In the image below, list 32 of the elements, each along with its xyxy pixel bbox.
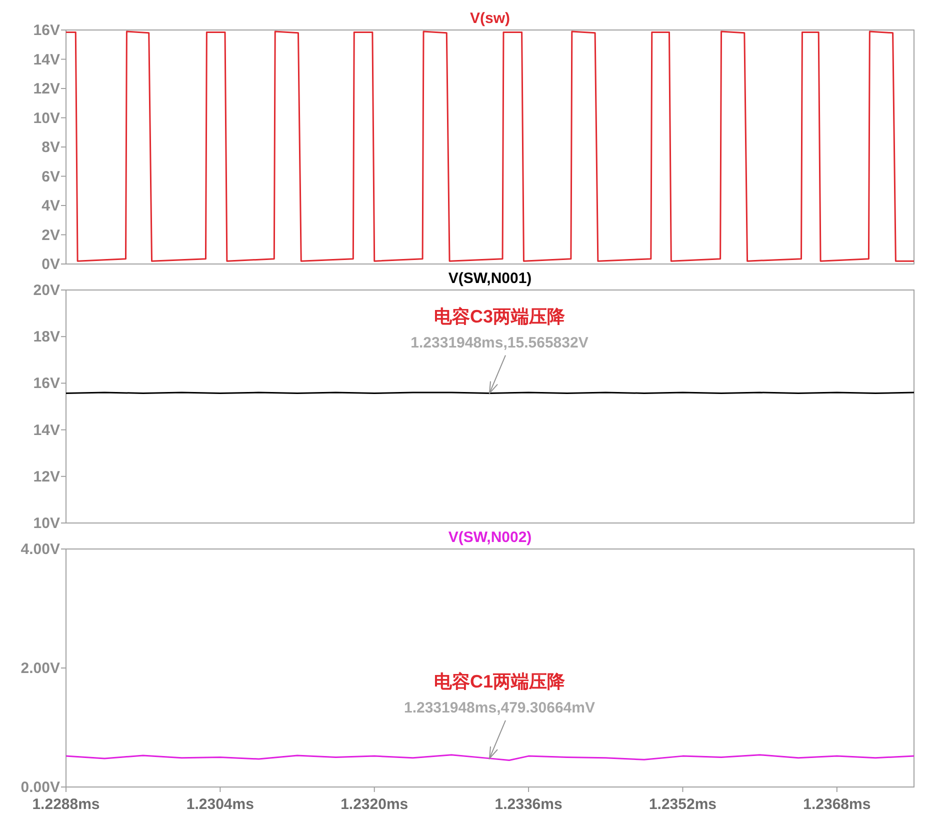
y-tick-label: 18V [33,328,60,346]
y-tick-label: 8V [42,139,60,156]
x-tick-label: 1.2320ms [340,796,408,813]
y-tick-label: 2.00V [20,660,60,677]
y-tick-label: 14V [33,51,60,68]
y-tick-label: 4V [42,198,60,214]
y-tick-label: 14V [33,422,60,439]
annotation: 1.2331948ms,15.565832V [410,334,588,352]
y-tick-label: 12V [33,468,60,486]
y-tick-label: 6V [42,168,60,186]
y-tick-label: 4.00V [20,541,60,558]
annotation: 电容C1两端压降 [434,671,566,692]
y-tick-label: 16V [33,375,60,392]
annotation: 电容C3两端压降 [434,306,566,326]
chart-title: V(SW,N002) [448,529,532,546]
y-tick-label: 16V [33,22,60,39]
y-tick-label: 0V [42,256,60,273]
line-series [65,30,915,262]
y-tick-label: 2V [42,226,60,244]
chart-title: V(SW,N001) [448,270,532,287]
x-tick-label: 1.2352ms [648,796,717,813]
y-tick-label: 0.00V [20,779,60,796]
x-tick-label: 1.2336ms [494,796,562,813]
y-tick-label: 10V [33,110,60,127]
y-tick-label: 12V [33,80,60,98]
annotation: 1.2331948ms,479.30664mV [404,699,596,716]
x-tick-label: 1.2368ms [803,796,871,813]
x-tick-label: 1.2288ms [32,796,100,813]
y-tick-label: 20V [33,282,60,299]
x-tick-label: 1.2304ms [186,796,254,813]
chart-title: V(sw) [470,10,510,27]
y-tick-label: 10V [33,515,60,532]
